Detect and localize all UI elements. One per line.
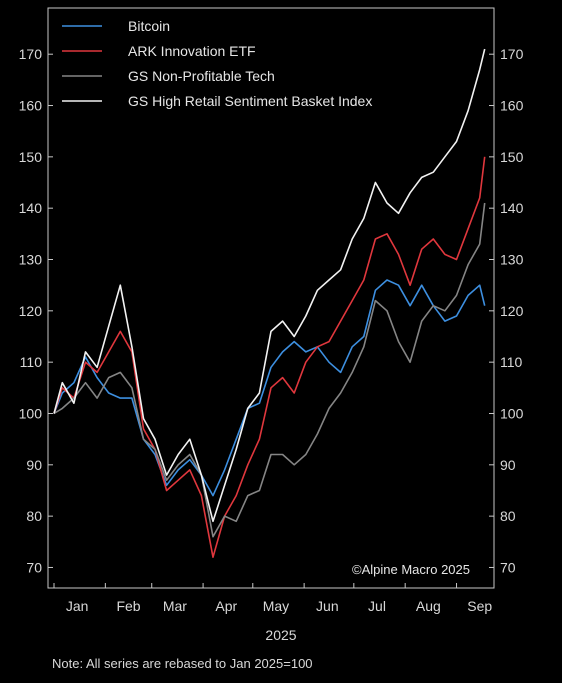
y-axis-right: 70 80 90 100 110 120 130 140 150 160 170 — [489, 46, 524, 575]
y-tick-label-right: 80 — [500, 508, 516, 524]
y-tick-label-left: 140 — [19, 200, 43, 216]
y-tick-label-right: 140 — [500, 200, 524, 216]
x-tick-label: Mar — [163, 598, 187, 614]
y-tick-label-left: 170 — [19, 46, 43, 62]
x-axis-label: 2025 — [265, 627, 296, 643]
x-tick-label: Sep — [467, 598, 492, 614]
credit-text: ©Alpine Macro 2025 — [352, 562, 470, 577]
x-tick-label: Aug — [416, 598, 441, 614]
y-tick-label-left: 100 — [19, 405, 43, 421]
x-axis: Jan Feb Mar Apr May Jun Jul Aug Sep — [53, 583, 492, 614]
y-tick-label-left: 130 — [19, 252, 43, 268]
series-line-2 — [53, 202, 486, 538]
y-tick-label-right: 160 — [500, 98, 524, 114]
y-tick-label-left: 110 — [20, 354, 43, 370]
y-tick-label-right: 170 — [500, 46, 524, 62]
y-tick-label-right: 150 — [500, 149, 524, 165]
legend-label-0: Bitcoin — [128, 18, 170, 34]
legend-label-1: ARK Innovation ETF — [128, 43, 256, 59]
y-tick-label-right: 100 — [500, 405, 524, 421]
series-line-1 — [53, 156, 486, 558]
y-tick-label-left: 160 — [19, 98, 43, 114]
y-tick-label-left: 70 — [26, 559, 42, 575]
y-tick-label-left: 80 — [26, 508, 42, 524]
y-tick-label-right: 110 — [500, 354, 523, 370]
x-tick-label: Jul — [368, 598, 386, 614]
series-line-0 — [53, 279, 486, 497]
y-tick-label-right: 90 — [500, 457, 516, 473]
legend-label-2: GS Non-Profitable Tech — [128, 68, 275, 84]
footnote: Note: All series are rebased to Jan 2025… — [52, 656, 313, 671]
series-layer — [53, 48, 486, 558]
x-tick-label: Feb — [116, 598, 140, 614]
y-tick-label-right: 120 — [500, 303, 524, 319]
y-axis-left: 70 80 90 100 110 120 130 140 150 160 170 — [19, 46, 53, 575]
y-tick-label-left: 150 — [19, 149, 43, 165]
legend-label-3: GS High Retail Sentiment Basket Index — [128, 93, 372, 109]
plot-frame — [47, 7, 495, 589]
series-line-3 — [53, 48, 486, 523]
legend: Bitcoin ARK Innovation ETF GS Non-Profitab… — [62, 18, 372, 109]
y-tick-label-left: 90 — [26, 457, 42, 473]
y-tick-label-right: 70 — [500, 559, 516, 575]
y-tick-label-left: 120 — [19, 303, 43, 319]
y-tick-label-right: 130 — [500, 252, 524, 268]
x-tick-label: Apr — [215, 598, 237, 614]
x-tick-label: Jan — [66, 598, 89, 614]
x-tick-label: Jun — [316, 598, 339, 614]
x-tick-label: May — [263, 598, 289, 614]
